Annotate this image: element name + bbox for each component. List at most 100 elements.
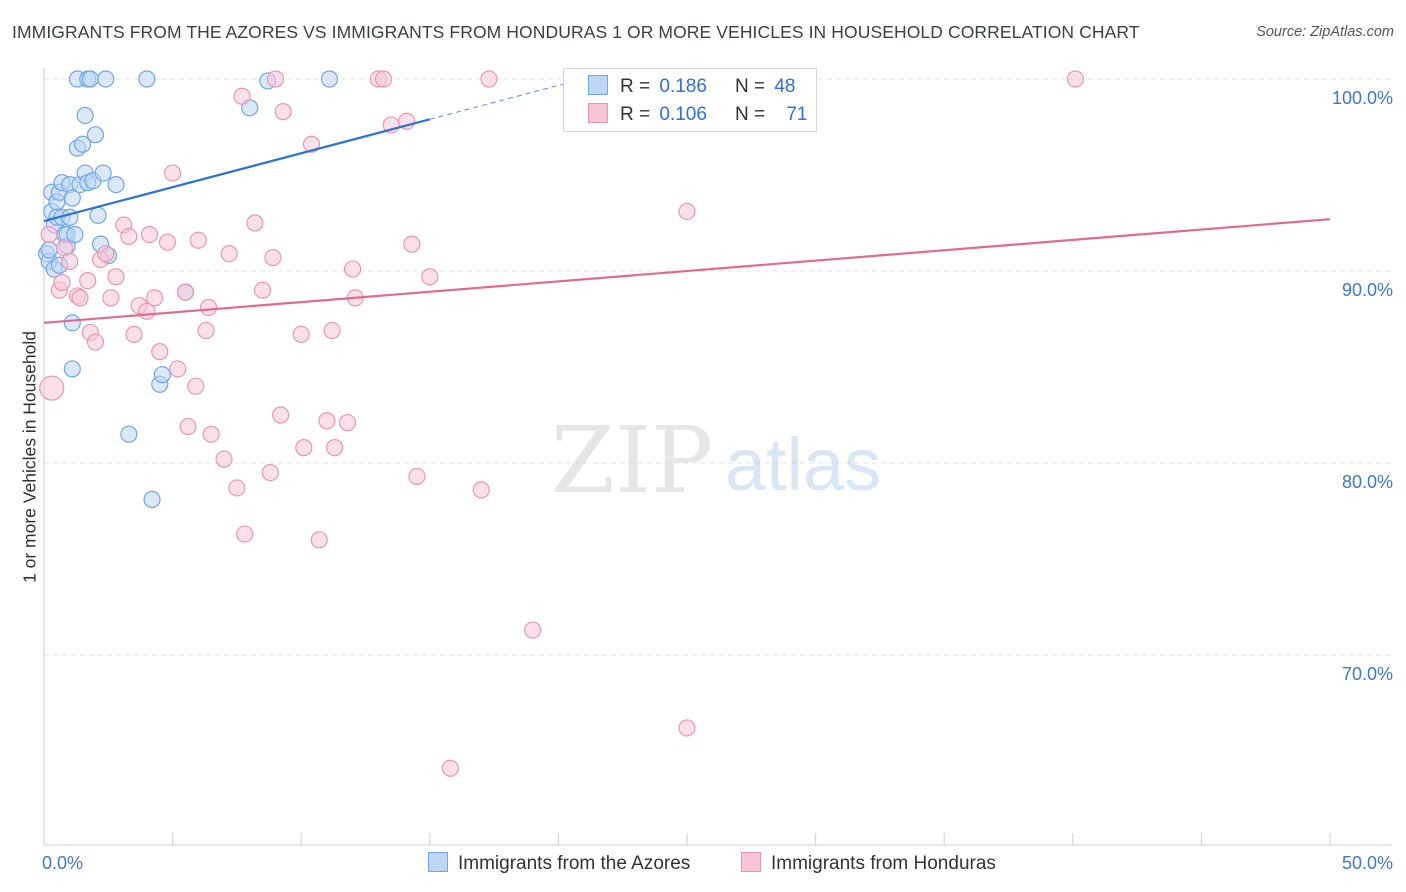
honduras-point	[323, 321, 341, 340]
azores-swatch	[588, 75, 608, 95]
y-tick-label: 100.0%	[1332, 88, 1393, 108]
azores-point	[81, 70, 99, 88]
legend-r-label: R =	[620, 104, 651, 125]
honduras-point	[79, 272, 97, 290]
honduras-point	[246, 214, 264, 232]
honduras-point	[169, 360, 187, 378]
honduras-point	[140, 225, 159, 244]
honduras-point	[176, 283, 195, 301]
honduras-point	[524, 621, 542, 639]
tick-labels: 100.0% 90.0% 80.0% 70.0% 0.0% 50.0%	[42, 88, 1393, 873]
honduras-point	[39, 375, 65, 401]
azores-point	[61, 208, 79, 226]
honduras-point	[215, 450, 233, 468]
honduras-point	[421, 268, 439, 286]
honduras-trend-line	[43, 218, 1331, 324]
azores-legend-swatch	[428, 852, 448, 872]
watermark-zip: ZIP	[551, 407, 713, 514]
honduras-points	[39, 70, 1084, 777]
grid-lines	[44, 78, 1392, 656]
y-tick-label: 70.0%	[1342, 664, 1393, 684]
honduras-point	[261, 464, 279, 482]
azores-point	[143, 490, 161, 509]
y-tick-label: 90.0%	[1342, 280, 1393, 300]
honduras-point	[97, 245, 115, 263]
legend-n-value: 48	[774, 76, 796, 97]
honduras-point	[53, 273, 71, 292]
honduras-point	[310, 531, 328, 549]
honduras-point	[120, 227, 138, 246]
azores-point	[86, 126, 105, 144]
honduras-point	[71, 289, 89, 307]
legend-r-label: R =	[620, 76, 651, 97]
honduras-point	[202, 425, 220, 443]
azores-point	[63, 360, 81, 378]
honduras-point	[472, 481, 490, 499]
azores-point	[97, 70, 115, 88]
azores-point	[76, 106, 94, 125]
honduras-point	[145, 289, 164, 307]
y-axis-label: 1 or more Vehicles in Household	[19, 331, 40, 583]
honduras-point	[403, 235, 421, 253]
axes	[43, 68, 1392, 846]
azores-point	[120, 425, 138, 443]
honduras-point	[441, 759, 459, 777]
watermark-atlas: atlas	[725, 423, 881, 506]
azores-legend-label: Immigrants from the Azores	[458, 853, 691, 874]
azores-point	[63, 314, 81, 332]
legend-n-value: 71	[786, 104, 808, 125]
honduras-point	[187, 377, 205, 395]
honduras-point	[295, 439, 313, 457]
honduras-point	[189, 231, 207, 249]
honduras-point	[107, 268, 125, 286]
azores-trend-line	[43, 118, 431, 223]
honduras-point	[374, 70, 393, 88]
legend-item-azores[interactable]: Immigrants from the Azores	[428, 852, 690, 875]
honduras-point	[151, 343, 169, 361]
legend-n-label: N =	[734, 104, 766, 125]
trend-lines	[43, 78, 1331, 324]
honduras-point	[678, 202, 696, 221]
azores-point	[94, 164, 112, 182]
honduras-point	[102, 289, 120, 307]
honduras-legend-label: Immigrants from Honduras	[771, 853, 996, 874]
honduras-point	[254, 281, 272, 299]
honduras-point	[40, 225, 58, 244]
watermark: ZIP atlas	[551, 407, 881, 514]
legend-row-azores: R = 0.186 N = 48	[588, 75, 795, 98]
honduras-point	[1066, 70, 1084, 88]
chart-source: Source: ZipAtlas.com	[1256, 24, 1394, 40]
honduras-point	[318, 412, 336, 430]
legend-r-value: 0.186	[659, 76, 707, 97]
honduras-point	[61, 252, 79, 270]
honduras-point	[292, 325, 310, 343]
honduras-point	[164, 164, 182, 182]
azores-point	[73, 135, 92, 153]
x-tick-label: 50.0%	[1342, 853, 1393, 873]
legend-r-value: 0.106	[659, 104, 707, 125]
chart-title: IMMIGRANTS FROM THE AZORES VS IMMIGRANTS…	[12, 22, 1140, 42]
azores-point	[89, 206, 107, 224]
honduras-point	[179, 417, 197, 436]
honduras-point	[274, 103, 292, 121]
legend-n-label: N =	[734, 76, 766, 97]
honduras-point	[158, 233, 177, 251]
honduras-point	[86, 333, 105, 351]
honduras-point	[678, 719, 696, 737]
honduras-point	[272, 406, 290, 424]
honduras-legend-swatch	[741, 852, 761, 872]
azores-point	[66, 225, 84, 244]
azores-point	[63, 189, 81, 207]
honduras-point	[266, 70, 285, 88]
honduras-point	[480, 70, 498, 88]
honduras-point	[228, 479, 246, 497]
honduras-point	[200, 298, 218, 317]
honduras-point	[233, 87, 251, 105]
honduras-point	[326, 439, 344, 457]
x-tick-label: 0.0%	[42, 853, 83, 873]
honduras-point	[408, 467, 426, 486]
data-points	[37, 70, 1084, 777]
stats-legend: R = 0.186 N = 48 R = 0.106 N = 71	[563, 68, 817, 132]
legend-item-honduras[interactable]: Immigrants from Honduras	[741, 852, 996, 875]
